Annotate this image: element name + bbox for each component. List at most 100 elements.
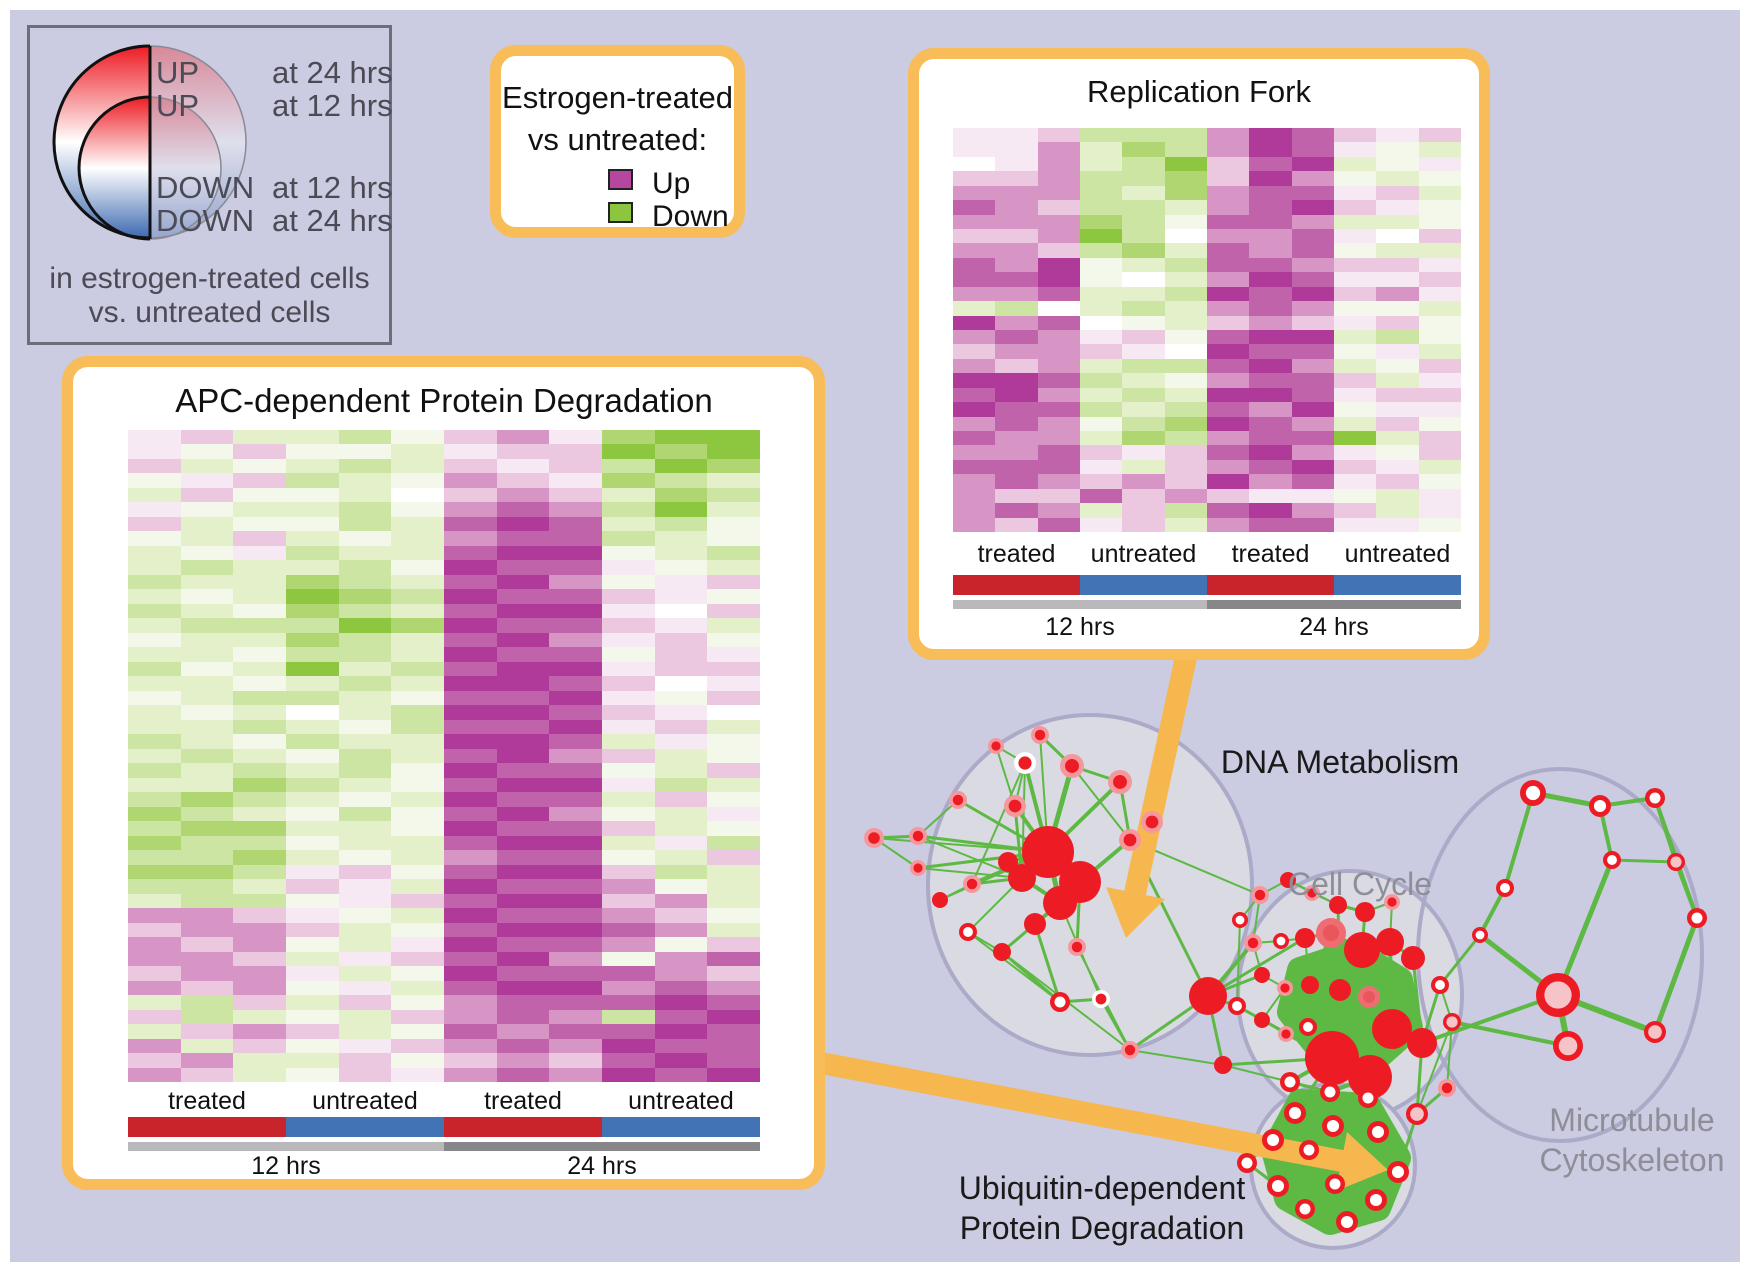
gene-node-d10	[1022, 826, 1074, 878]
gene-node-center	[1500, 883, 1510, 893]
gene-node-core	[1441, 1082, 1453, 1094]
up-24-label: UP	[156, 55, 200, 90]
gene-node-center	[1691, 912, 1703, 924]
gene-node-center	[1362, 1092, 1374, 1104]
down-24-time: at 24 hrs	[272, 203, 393, 238]
network-edge	[1652, 917, 1700, 1033]
network-edge	[1438, 934, 1482, 986]
apc-group-untreated-24: untreated	[628, 1087, 734, 1115]
gene-node-c10	[1329, 979, 1351, 1001]
gene-node-c19	[1407, 1028, 1437, 1058]
gene-node-c23	[1280, 872, 1296, 888]
gene-node-center	[1593, 799, 1607, 813]
gene-node-d12	[1008, 864, 1036, 892]
gene-node-center	[1648, 1025, 1662, 1039]
network-edge	[1099, 998, 1132, 1051]
microtubule-label-line2: Cytoskeleton	[1539, 1142, 1725, 1178]
gene-node-d24	[1214, 1056, 1232, 1074]
gene-node-d23	[1189, 977, 1227, 1015]
cell-cycle-label: Cell Cycle	[1287, 866, 1433, 902]
gene-node-core	[1254, 889, 1266, 901]
gene-node-center	[1369, 1193, 1383, 1207]
gene-node-center	[1232, 1001, 1242, 1011]
gene-node-c18	[1372, 1009, 1412, 1049]
network-edge	[1416, 1021, 1453, 1115]
down-swatch	[608, 202, 633, 223]
gene-node-center	[1649, 792, 1661, 804]
rf-group-treated-24: treated	[1231, 540, 1310, 568]
gene-node-d13	[1043, 886, 1077, 920]
apc-group-treated-12: treated	[168, 1087, 246, 1115]
apc-arrow	[818, 1052, 1345, 1172]
dna-metabolism-label: DNA Metabolism	[1220, 744, 1460, 780]
gene-node-c7	[1254, 967, 1270, 983]
replication-fork-heatmap	[953, 128, 1461, 532]
at-24-label: at 24 hrs	[272, 55, 393, 90]
apc-heatmap	[128, 430, 760, 1082]
rf-group-untreated-12: untreated	[1090, 540, 1197, 568]
ubiquitin-label-line2: Protein Degradation	[959, 1210, 1245, 1246]
estrogen-legend-title-line1: Estrogen-treated	[502, 80, 733, 115]
replication-fork-arrow	[1124, 645, 1199, 896]
gene-node-core	[1018, 756, 1032, 770]
network-edge	[1503, 792, 1535, 889]
down-12-label: DOWN	[156, 170, 255, 205]
estrogen-legend-title-line2: vs untreated:	[527, 122, 708, 157]
rf-group-untreated-24: untreated	[1344, 540, 1451, 568]
gene-node-center	[1446, 1016, 1458, 1028]
network-edge	[1236, 919, 1241, 1007]
gene-node-core	[1124, 1044, 1136, 1056]
up-swatch	[608, 169, 633, 190]
color-key-box	[27, 25, 392, 345]
gene-node-center	[1329, 1178, 1341, 1190]
up-down-gradient-circle	[52, 44, 247, 241]
gene-node-center	[1303, 1022, 1313, 1032]
gene-node-center	[1299, 1203, 1311, 1215]
down-24-label: DOWN	[156, 203, 255, 238]
rf-time-12hrs: 12 hrs	[1045, 613, 1115, 641]
gene-node-center	[1054, 996, 1066, 1008]
replication-fork-title: Replication Fork	[1087, 74, 1311, 109]
gene-node-center	[1235, 915, 1245, 925]
gene-node-core	[1008, 799, 1022, 813]
key-footnote-line1: in estrogen-treated cells	[49, 262, 370, 295]
gene-node-center	[1322, 924, 1340, 942]
gene-node-d28	[998, 852, 1018, 872]
gene-node-d14	[1024, 913, 1046, 935]
gene-node-core	[966, 878, 978, 890]
gene-node-core	[991, 741, 1001, 751]
network-edge	[1071, 765, 1131, 841]
gene-node-center	[963, 927, 973, 937]
gene-node-center	[1266, 1133, 1280, 1147]
gene-node-c5	[1376, 928, 1404, 956]
gene-node-c2	[1295, 928, 1315, 948]
microtubule-ellipse	[1416, 767, 1704, 1143]
gene-node-center	[1607, 855, 1617, 865]
gene-node-core	[1387, 897, 1397, 907]
gene-node-center	[1362, 990, 1376, 1004]
apc-condition-colorbar	[128, 1117, 760, 1137]
gene-node-center	[1435, 980, 1445, 990]
network-edge	[1555, 859, 1615, 996]
gene-node-c9	[1301, 976, 1319, 994]
ubiquitin-label-line1: Ubiquitin-dependent	[958, 1170, 1246, 1206]
apc-time-12hrs: 12 hrs	[251, 1152, 321, 1180]
gene-node-core	[913, 863, 923, 873]
gene-node-center	[1391, 1165, 1405, 1179]
down-12-time: at 12 hrs	[272, 170, 393, 205]
up-swatch-label: Up	[652, 167, 691, 200]
gene-node-core	[1113, 775, 1127, 789]
gene-node-core	[952, 794, 964, 806]
gene-node-c25	[1329, 896, 1347, 914]
gene-node-c4	[1344, 932, 1380, 968]
network-edge	[1222, 1064, 1291, 1083]
gene-node-c13	[1254, 1012, 1270, 1028]
replication-fork-arrow-head	[1106, 887, 1165, 938]
network-edge	[1129, 1049, 1224, 1066]
gene-node-center	[1326, 1119, 1340, 1133]
gene-node-core	[1280, 983, 1290, 993]
rf-time-colorbar	[953, 600, 1461, 609]
apc-time-24hrs: 24 hrs	[567, 1152, 637, 1180]
